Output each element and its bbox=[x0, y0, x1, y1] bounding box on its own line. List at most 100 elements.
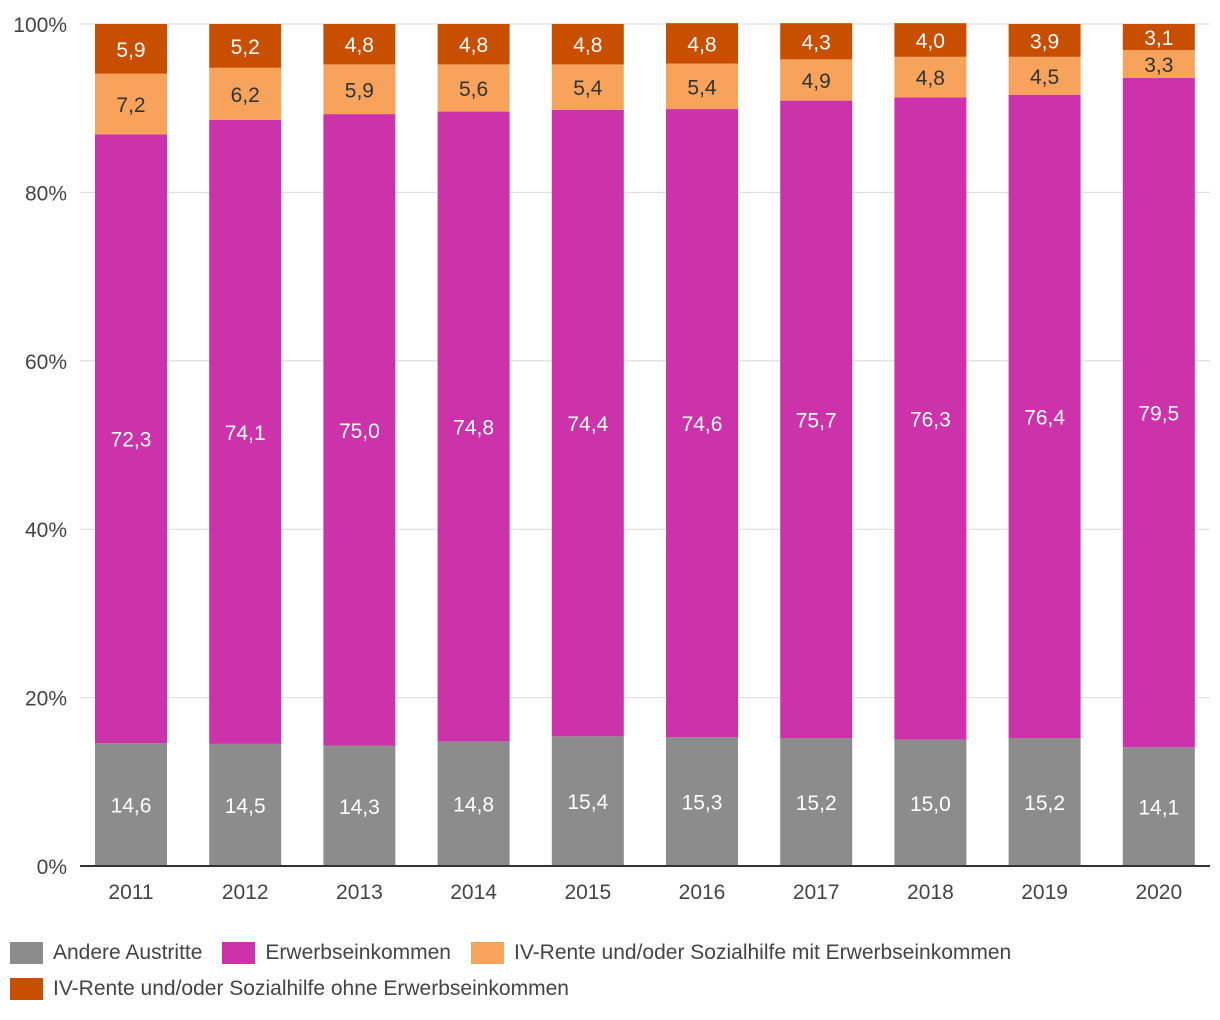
legend-swatch bbox=[10, 942, 43, 964]
legend-item: Erwerbseinkommen bbox=[222, 940, 451, 966]
legend-label: IV-Rente und/oder Sozialhilfe ohne Erwer… bbox=[53, 977, 569, 1000]
data-label: 5,4 bbox=[687, 76, 717, 99]
data-label: 72,3 bbox=[111, 429, 152, 452]
x-tick-label: 2013 bbox=[336, 881, 383, 904]
bar-segment bbox=[95, 743, 167, 866]
data-label: 75,0 bbox=[339, 420, 380, 443]
bar-segment bbox=[95, 24, 167, 74]
data-label: 5,9 bbox=[345, 79, 374, 102]
bar-segment bbox=[894, 56, 967, 98]
data-label: 75,7 bbox=[796, 409, 837, 432]
legend-swatch bbox=[471, 942, 504, 964]
legend-label: Andere Austritte bbox=[53, 941, 203, 964]
data-label: 76,4 bbox=[1024, 406, 1065, 429]
bar-segment bbox=[437, 24, 510, 65]
bar-segment bbox=[1008, 738, 1081, 866]
bar-segment bbox=[323, 64, 396, 115]
bar-segment bbox=[551, 64, 624, 110]
legend-item: IV-Rente und/oder Sozialhilfe mit Erwerb… bbox=[471, 940, 1011, 966]
bar-segment bbox=[437, 111, 510, 742]
data-label: 3,1 bbox=[1144, 27, 1173, 50]
y-tick-label: 80% bbox=[25, 182, 67, 205]
bar-segment bbox=[666, 23, 738, 64]
data-label: 15,2 bbox=[796, 792, 837, 815]
bar-segment bbox=[780, 23, 853, 60]
data-label: 15,4 bbox=[567, 791, 608, 814]
data-label: 14,1 bbox=[1138, 797, 1179, 820]
legend-label: Erwerbseinkommen bbox=[265, 941, 451, 964]
data-label: 14,8 bbox=[453, 794, 494, 817]
data-label: 4,8 bbox=[687, 33, 716, 56]
data-label: 14,6 bbox=[111, 795, 152, 818]
bar-segment bbox=[209, 119, 282, 744]
stacked-bar-chart: 0% 20% 40% 60% 80% 100% 14,6 72,3 7,2 5,9 2011 14,5… bbox=[13, 14, 1210, 904]
bar-segment bbox=[95, 134, 167, 744]
bar-segment bbox=[551, 24, 624, 65]
bar-segment bbox=[437, 64, 510, 112]
legend-item: Andere Austritte bbox=[10, 940, 202, 966]
bar-segment bbox=[1122, 24, 1195, 51]
data-label: 74,8 bbox=[453, 416, 494, 439]
data-label: 74,1 bbox=[225, 422, 266, 445]
legend-label: IV-Rente und/oder Sozialhilfe mit Erwerb… bbox=[514, 941, 1012, 964]
y-tick-label: 40% bbox=[25, 519, 67, 542]
bar-segment bbox=[209, 743, 282, 866]
bar-segment bbox=[323, 114, 396, 746]
data-label: 5,2 bbox=[231, 36, 260, 59]
chart-legend: Andere Austritte Erwerbseinkommen IV-Rente… bbox=[10, 940, 1210, 1002]
data-label: 74,4 bbox=[567, 413, 608, 436]
data-label: 3,9 bbox=[1030, 30, 1059, 53]
data-label: 79,5 bbox=[1138, 403, 1179, 426]
data-label: 14,5 bbox=[225, 795, 266, 818]
bar-segment bbox=[551, 736, 624, 866]
bar-segment bbox=[551, 109, 624, 737]
bar-segment bbox=[666, 109, 738, 738]
data-label: 4,9 bbox=[802, 70, 831, 93]
bar-segment bbox=[780, 738, 853, 866]
data-label: 4,8 bbox=[459, 34, 488, 57]
bar-segment bbox=[95, 73, 167, 135]
data-label: 5,6 bbox=[459, 78, 488, 101]
bar-segment bbox=[780, 59, 853, 101]
x-tick-label: 2018 bbox=[907, 881, 954, 904]
bar-segment bbox=[323, 24, 396, 65]
bar-segment bbox=[894, 739, 967, 866]
x-tick-label: 2012 bbox=[222, 881, 269, 904]
y-tick-label: 100% bbox=[13, 14, 67, 37]
bar-segment bbox=[1008, 24, 1081, 57]
legend-swatch bbox=[222, 942, 256, 964]
x-tick-label: 2014 bbox=[450, 881, 497, 904]
data-label: 74,6 bbox=[682, 413, 723, 436]
y-tick-label: 0% bbox=[37, 856, 67, 879]
legend-item: IV-Rente und/oder Sozialhilfe ohne Erwer… bbox=[10, 976, 569, 1002]
y-tick-label: 20% bbox=[25, 688, 67, 711]
data-label: 15,2 bbox=[1024, 792, 1065, 815]
data-label: 4,3 bbox=[802, 31, 831, 54]
x-tick-label: 2017 bbox=[793, 881, 840, 904]
data-label: 5,9 bbox=[116, 39, 145, 62]
data-label: 5,4 bbox=[573, 77, 603, 100]
bar-segment bbox=[894, 23, 967, 57]
bar-segment bbox=[1122, 747, 1195, 866]
bar-segment bbox=[1008, 94, 1081, 739]
bar-segment bbox=[666, 63, 738, 110]
bar-segment bbox=[894, 97, 967, 740]
data-label: 14,3 bbox=[339, 796, 380, 819]
x-tick-label: 2011 bbox=[108, 881, 153, 904]
y-tick-label: 60% bbox=[25, 351, 67, 374]
bar-segment bbox=[209, 67, 282, 120]
bar-segment bbox=[1122, 77, 1195, 748]
bar-segment bbox=[1008, 56, 1081, 95]
bar-segment bbox=[780, 100, 853, 739]
data-label: 4,8 bbox=[345, 34, 374, 57]
data-label: 7,2 bbox=[116, 94, 145, 117]
bar-segment bbox=[666, 737, 738, 866]
data-label: 4,5 bbox=[1030, 66, 1059, 89]
bar-segment bbox=[323, 745, 396, 866]
data-label: 4,0 bbox=[916, 30, 945, 53]
x-tick-label: 2019 bbox=[1021, 881, 1068, 904]
data-label: 15,3 bbox=[682, 792, 723, 815]
data-label: 15,0 bbox=[910, 793, 951, 816]
bar-segment bbox=[437, 741, 510, 866]
x-tick-label: 2015 bbox=[564, 881, 611, 904]
